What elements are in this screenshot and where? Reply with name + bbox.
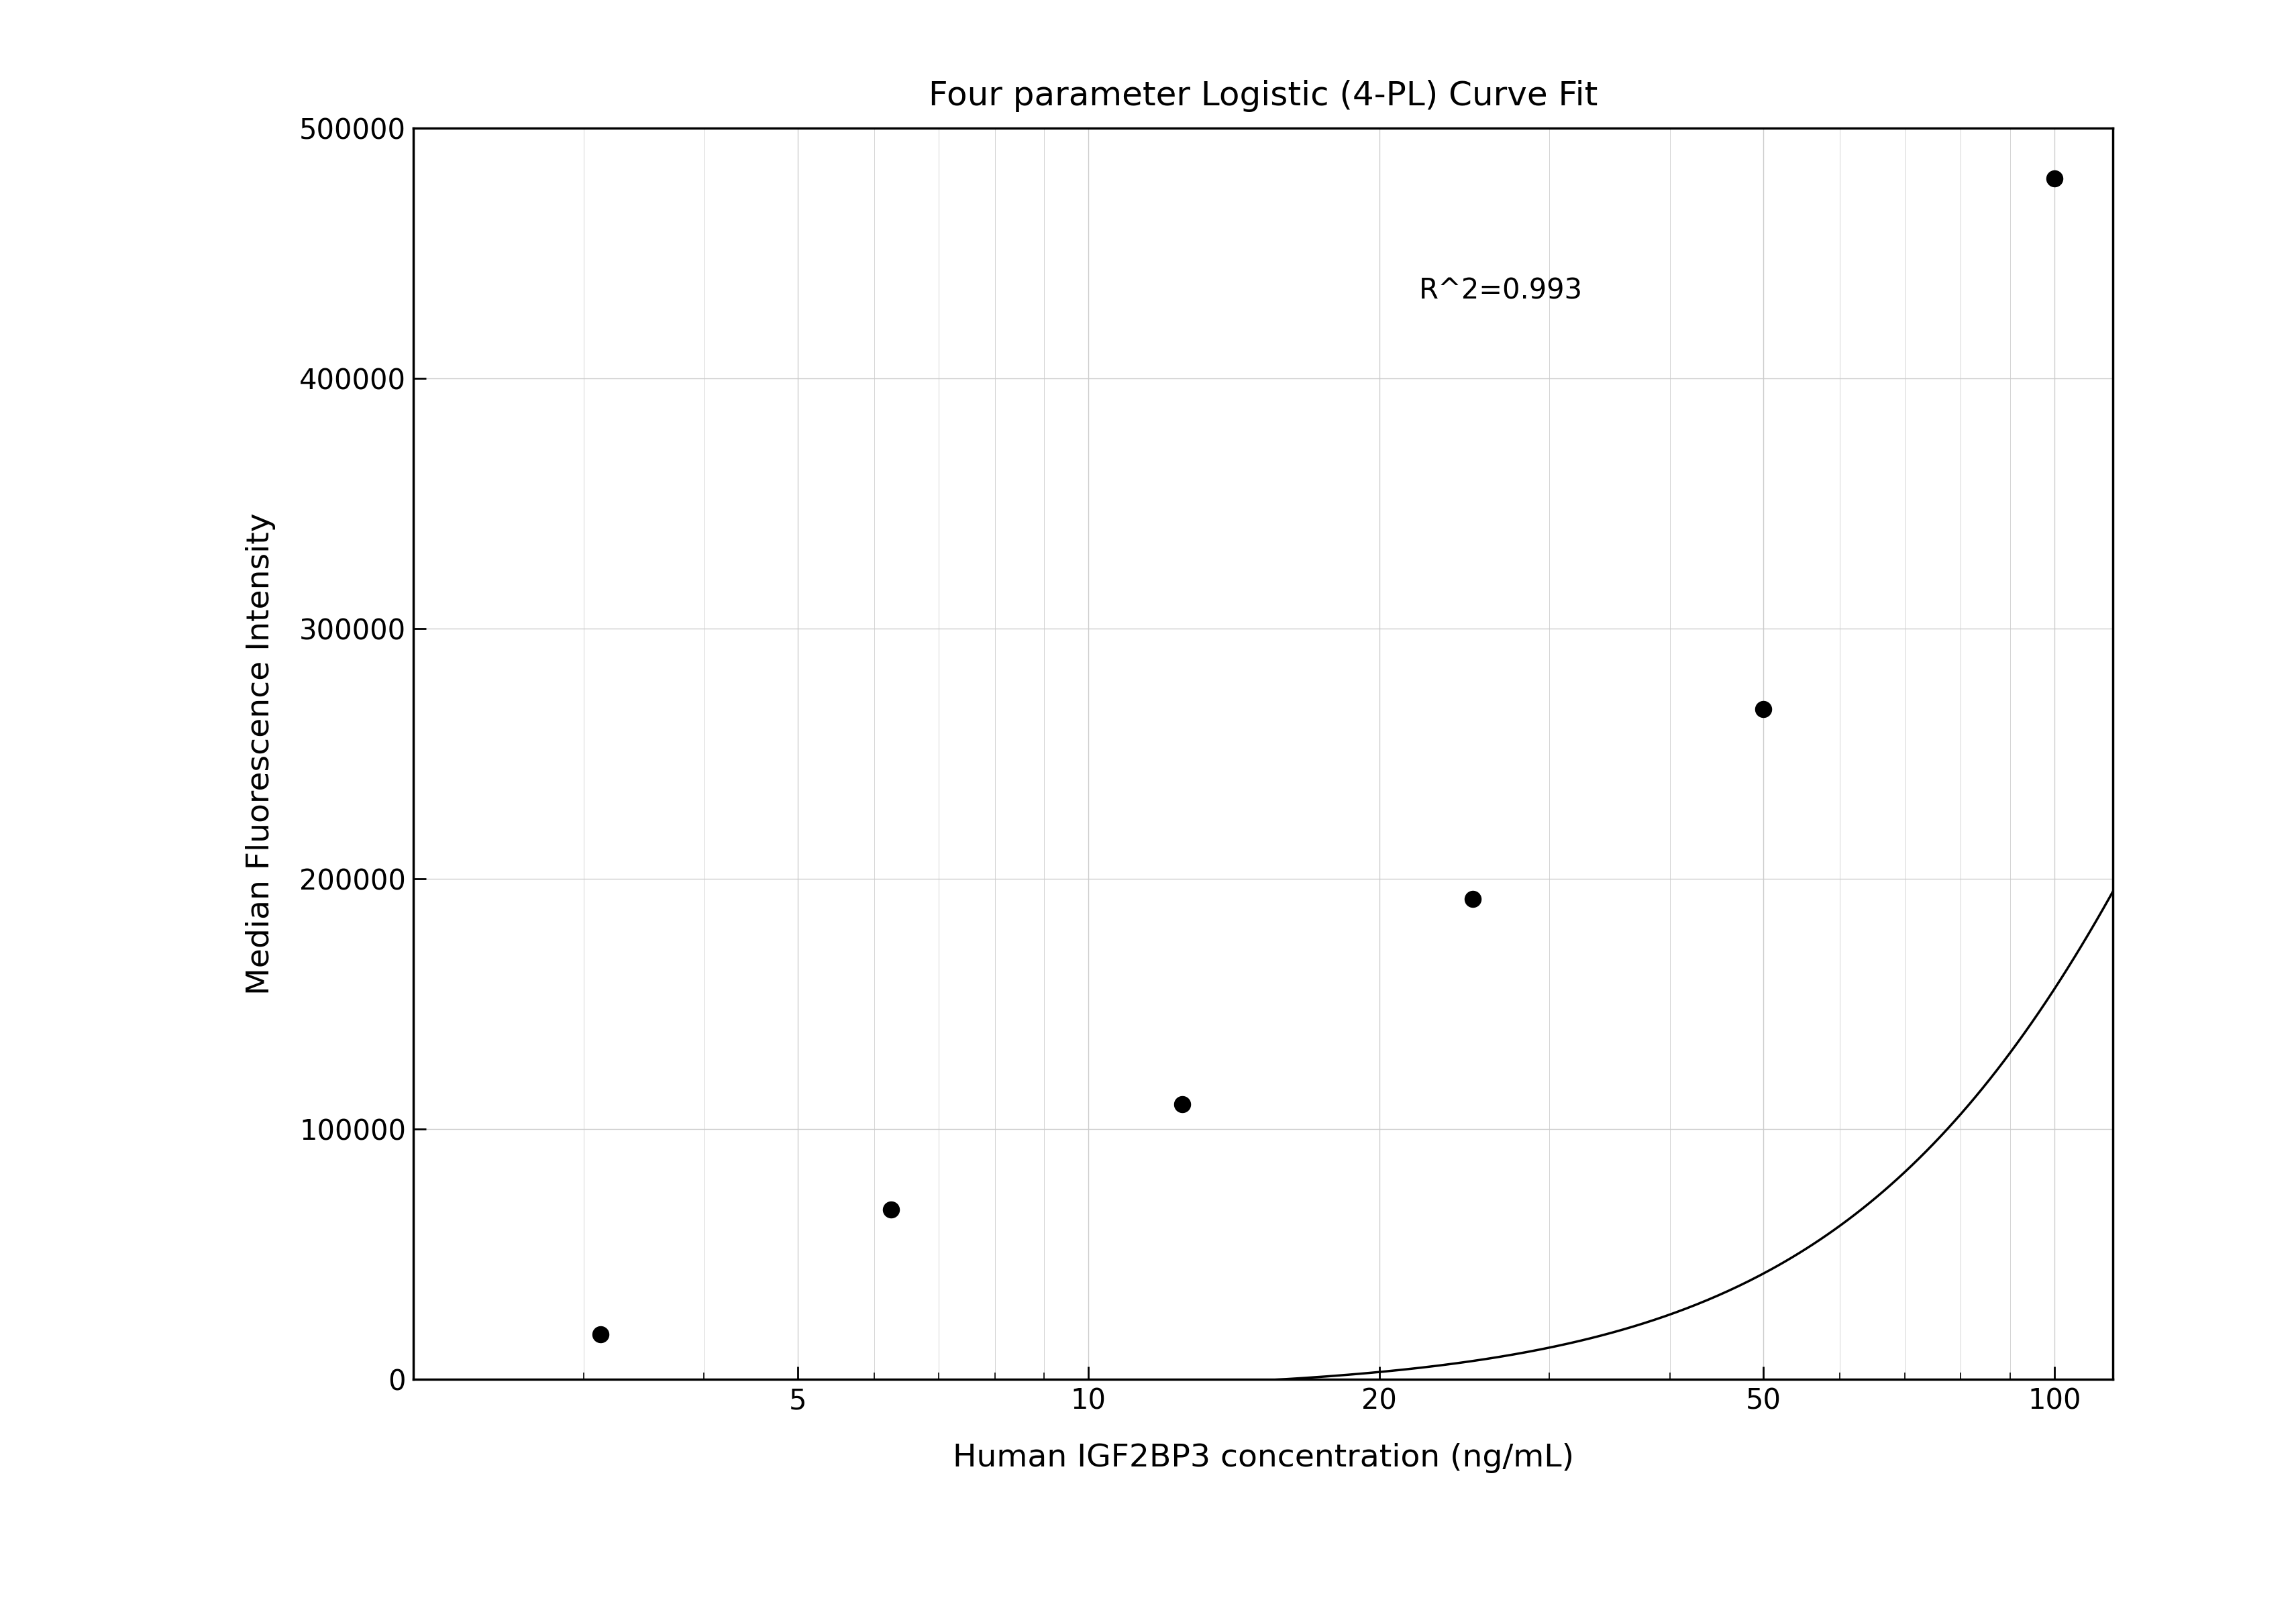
Point [872,1197,909,1222]
Point [1745,696,1782,722]
Text: R^2=0.993: R^2=0.993 [1419,277,1582,305]
Point [2034,165,2071,191]
Point [583,1322,620,1347]
X-axis label: Human IGF2BP3 concentration (ng/mL): Human IGF2BP3 concentration (ng/mL) [953,1444,1573,1472]
Point [1164,1091,1201,1116]
Point [1453,885,1490,911]
Y-axis label: Median Fluorescence Intensity: Median Fluorescence Intensity [246,513,276,994]
Title: Four parameter Logistic (4-PL) Curve Fit: Four parameter Logistic (4-PL) Curve Fit [928,80,1598,112]
